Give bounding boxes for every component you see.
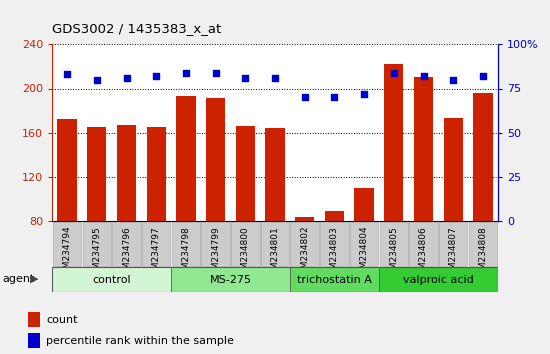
Text: GSM234802: GSM234802	[300, 226, 309, 280]
Text: GSM234808: GSM234808	[478, 226, 487, 281]
Bar	[87, 127, 107, 221]
Bar	[112, 222, 141, 266]
Point	[271, 75, 279, 81]
Text: GSM234796: GSM234796	[122, 226, 131, 281]
Bar	[354, 188, 374, 221]
Bar	[176, 96, 196, 221]
Text: GSM234806: GSM234806	[419, 226, 428, 281]
Text: valproic acid: valproic acid	[403, 275, 474, 285]
Bar	[320, 222, 349, 266]
Text: GSM234801: GSM234801	[271, 226, 279, 281]
Text: GSM234800: GSM234800	[241, 226, 250, 281]
Bar	[384, 64, 404, 221]
Bar	[409, 222, 438, 266]
Bar	[52, 267, 171, 292]
Bar	[439, 222, 468, 266]
Text: GDS3002 / 1435383_x_at: GDS3002 / 1435383_x_at	[52, 22, 222, 35]
Bar	[117, 125, 136, 221]
Point	[449, 77, 458, 82]
Bar	[473, 93, 493, 221]
Text: trichostatin A: trichostatin A	[297, 275, 372, 285]
Bar	[443, 118, 463, 221]
Bar	[265, 128, 285, 221]
Point	[122, 75, 131, 81]
Text: GSM234798: GSM234798	[182, 226, 190, 281]
Text: GSM234805: GSM234805	[389, 226, 398, 281]
Point	[300, 95, 309, 100]
Bar	[53, 222, 81, 266]
Bar	[379, 267, 498, 292]
Point	[211, 70, 220, 75]
Bar	[350, 222, 378, 266]
Point	[92, 77, 101, 82]
Point	[330, 95, 339, 100]
Text: MS-275: MS-275	[210, 275, 251, 285]
Bar	[82, 222, 111, 266]
Text: GSM234807: GSM234807	[449, 226, 458, 281]
Text: count: count	[46, 315, 78, 325]
Text: GSM234797: GSM234797	[152, 226, 161, 281]
Bar	[146, 127, 166, 221]
Bar	[295, 217, 315, 221]
Bar	[57, 120, 77, 221]
Point	[360, 91, 368, 97]
Bar	[414, 78, 433, 221]
Bar	[171, 267, 290, 292]
Bar	[172, 222, 200, 266]
Text: GSM234799: GSM234799	[211, 226, 220, 281]
Point	[389, 70, 398, 75]
Point	[152, 73, 161, 79]
Text: GSM234804: GSM234804	[360, 226, 368, 280]
Point	[63, 72, 72, 77]
Text: GSM234803: GSM234803	[330, 226, 339, 281]
Bar	[290, 222, 319, 266]
Bar	[201, 222, 230, 266]
Bar	[379, 222, 408, 266]
Point	[182, 70, 190, 75]
Text: GSM234794: GSM234794	[63, 226, 72, 280]
Text: control: control	[92, 275, 131, 285]
Text: agent: agent	[3, 274, 35, 284]
Point	[478, 73, 487, 79]
Bar	[290, 267, 379, 292]
Bar	[231, 222, 260, 266]
Bar	[324, 211, 344, 221]
Bar	[235, 126, 255, 221]
Bar	[142, 222, 170, 266]
Bar	[28, 312, 40, 327]
Point	[419, 73, 428, 79]
Bar	[28, 333, 40, 348]
Text: GSM234795: GSM234795	[92, 226, 101, 281]
Bar	[206, 98, 225, 221]
Text: ▶: ▶	[30, 274, 38, 284]
Bar	[261, 222, 289, 266]
Point	[241, 75, 250, 81]
Bar	[469, 222, 497, 266]
Text: percentile rank within the sample: percentile rank within the sample	[46, 336, 234, 346]
